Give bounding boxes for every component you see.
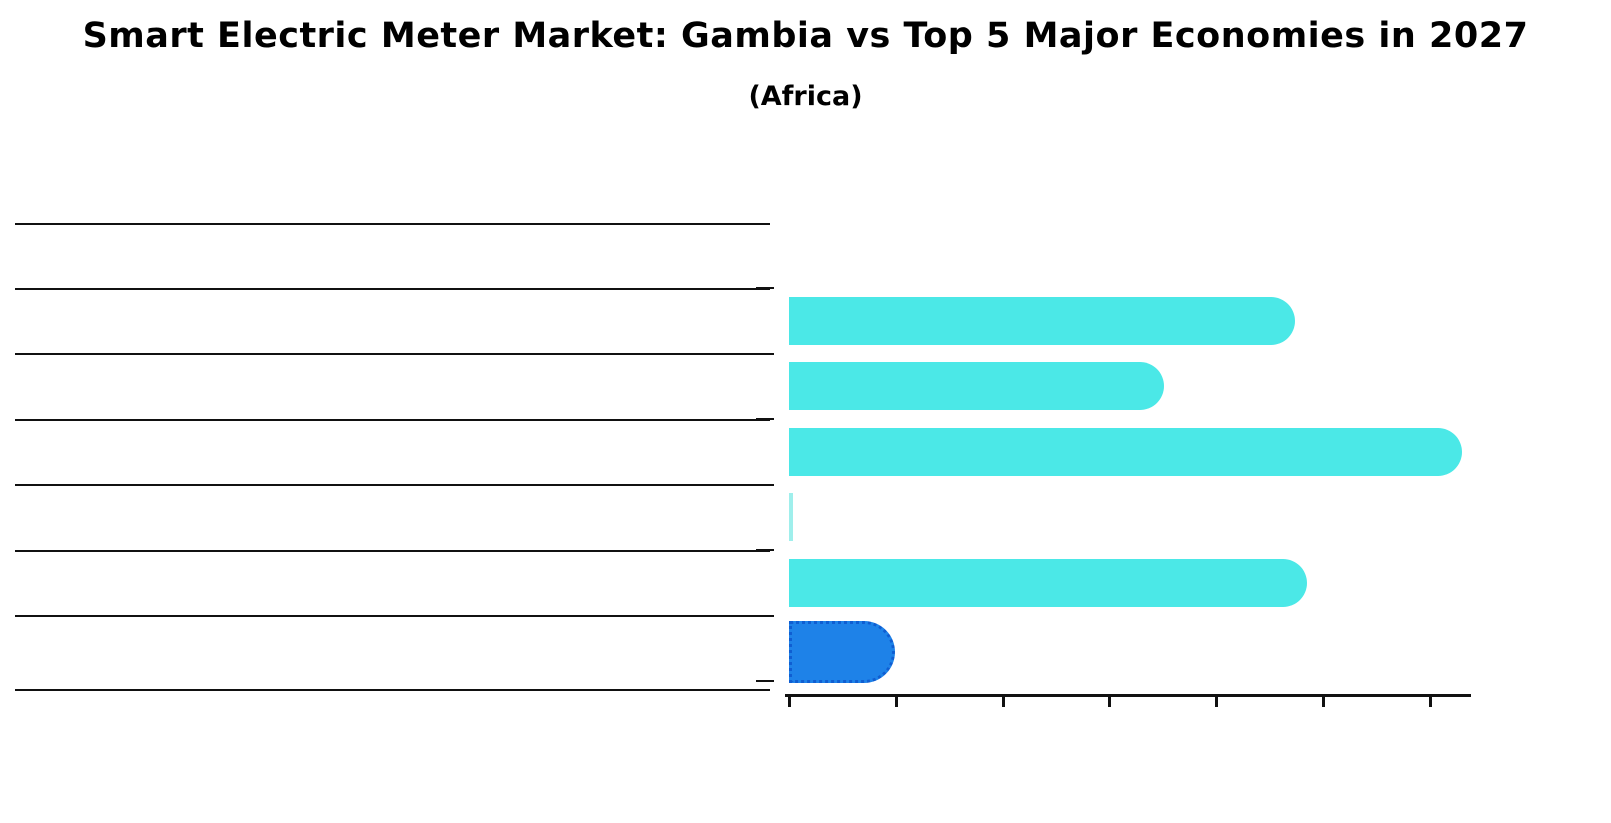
y-axis-tick [756, 483, 774, 486]
table-row-divider [15, 484, 770, 486]
table-bottom-border [15, 689, 770, 691]
table-row-divider [15, 353, 770, 355]
y-axis-tick [756, 418, 774, 420]
x-axis-tick [1108, 697, 1112, 707]
table-row-divider [15, 550, 770, 552]
bar-egypt [789, 296, 1296, 345]
x-axis-line [785, 694, 1471, 697]
bar-algeria [789, 493, 793, 541]
x-axis-tick [1001, 697, 1005, 707]
x-axis-tick [894, 697, 898, 707]
y-axis-tick [756, 549, 774, 551]
chart-title: Smart Electric Meter Market: Gambia vs T… [82, 16, 1529, 56]
x-axis-tick [1322, 697, 1325, 707]
x-axis-tick [788, 697, 791, 707]
bar-south-africa [789, 362, 1164, 410]
table-row-divider [15, 615, 770, 617]
x-axis-tick [1428, 697, 1432, 707]
bar-gambia [789, 621, 896, 683]
table-row-divider [15, 288, 770, 290]
x-axis-tick [1215, 697, 1219, 707]
y-axis-tick [756, 287, 774, 289]
table-row-divider [15, 419, 770, 421]
y-axis-tick [756, 614, 774, 617]
bar-ethiopia [789, 427, 1462, 476]
chart-subtitle: (Africa) [748, 81, 863, 112]
y-axis-tick [756, 680, 774, 682]
y-axis-tick [756, 352, 774, 355]
table-top-border [15, 223, 770, 225]
bar-nigeria [789, 558, 1307, 607]
